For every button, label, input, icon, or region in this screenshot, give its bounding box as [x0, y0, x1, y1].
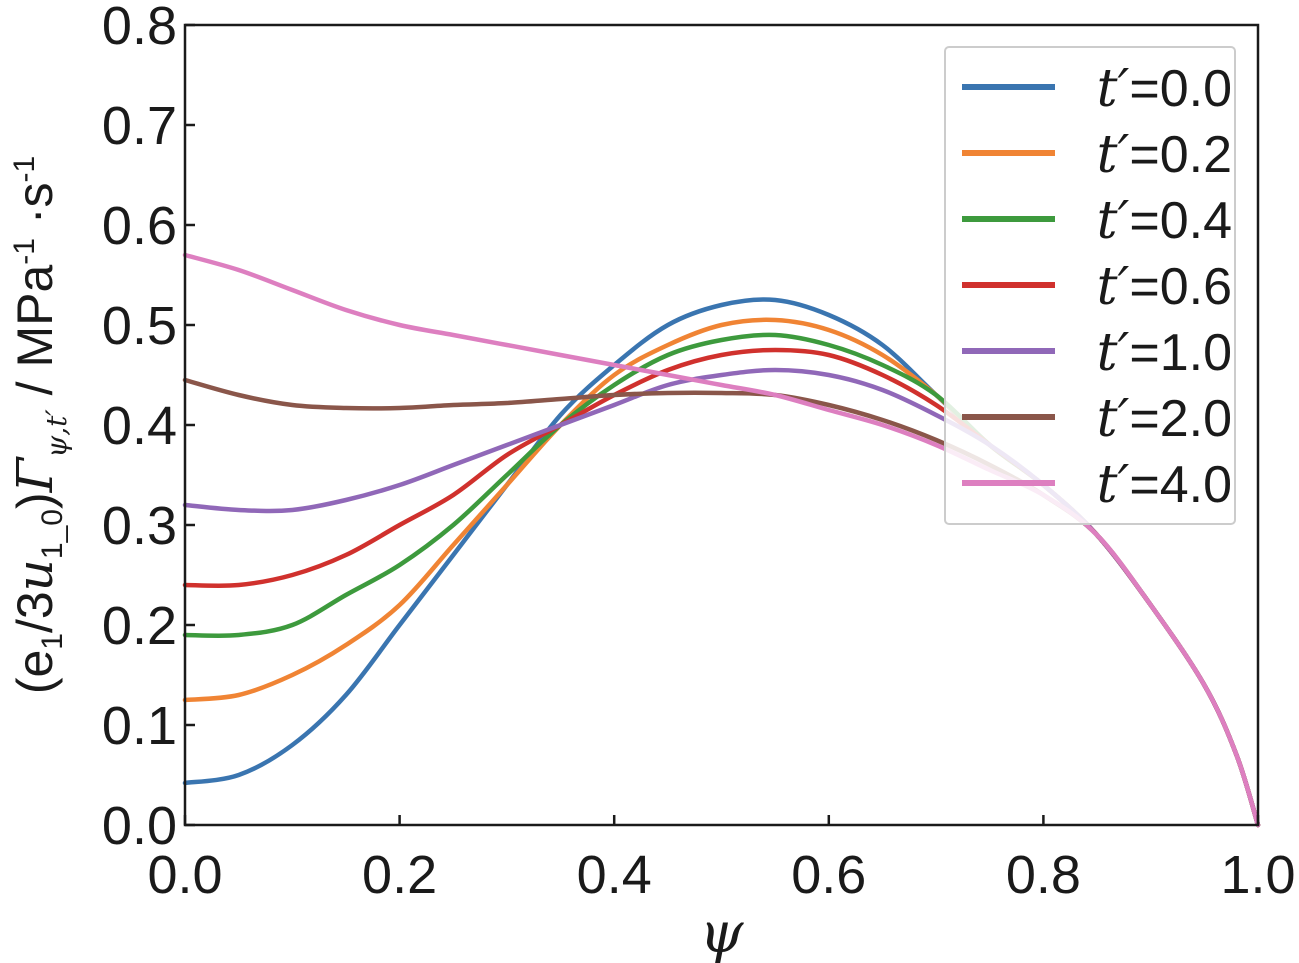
y-tick-label: 0.4 [102, 396, 177, 456]
y-tick-label: 0.1 [102, 696, 177, 756]
ylabel-prefix: (e [7, 650, 63, 694]
series-line-6 [182, 252, 1261, 828]
legend-label-var: t′ [1097, 257, 1130, 317]
y-axis-label: (e1/3u1_0)Γψ,t′ / MPa-1 ·s-1 [6, 156, 73, 694]
legend-label-value: =0.6 [1129, 258, 1232, 316]
x-tick-label: 0.6 [791, 845, 866, 905]
ylabel-sub1: 1 [36, 633, 69, 650]
y-tick-label: 0.7 [102, 96, 177, 156]
legend-label: t′=4.0 [1097, 455, 1232, 515]
legend-label: t′=2.0 [1097, 389, 1232, 449]
legend-label-value: =0.4 [1129, 192, 1232, 250]
ylabel-mid1: /3 [7, 591, 63, 633]
legend-label-var: t′ [1097, 59, 1130, 119]
legend-label-var: t′ [1097, 125, 1130, 185]
ylabel-sup2: -1 [8, 156, 41, 183]
x-axis-label: ψ [700, 901, 745, 963]
legend-label-var: t′ [1097, 455, 1130, 515]
legend-label-value: =2.0 [1129, 390, 1232, 448]
legend-label-value: =1.0 [1129, 324, 1232, 382]
y-tick-label: 0.6 [102, 196, 177, 256]
legend-label-var: t′ [1097, 389, 1130, 449]
legend-label-value: =4.0 [1129, 456, 1232, 514]
legend-items: t′=0.0t′=0.2t′=0.4t′=0.6t′=1.0t′=2.0t′=4… [962, 59, 1232, 515]
ylabel-unit-a: / MPa [7, 265, 63, 410]
legend-label: t′=0.2 [1097, 125, 1232, 185]
legend-label: t′=1.0 [1097, 323, 1232, 383]
y-tick-label: 0.0 [102, 796, 177, 856]
legend-label: t′=0.6 [1097, 257, 1232, 317]
legend: t′=0.0t′=0.2t′=0.4t′=0.6t′=1.0t′=2.0t′=4… [944, 46, 1236, 525]
ylabel-u: u [6, 559, 64, 591]
legend-label: t′=0.4 [1097, 191, 1232, 251]
legend-label-var: t′ [1097, 191, 1130, 251]
legend-label-var: t′ [1097, 323, 1130, 383]
x-tick-label: 0.0 [147, 845, 222, 905]
x-tick-label: 1.0 [1220, 845, 1295, 905]
legend-label-value: =0.2 [1129, 126, 1232, 184]
legend-label: t′=0.0 [1097, 59, 1232, 119]
y-axis-ticks: 0.0 0.1 0.2 0.3 0.4 0.5 0.6 0.7 0.8 [102, 0, 195, 856]
y-tick-label: 0.5 [102, 296, 177, 356]
y-tick-label: 0.2 [102, 596, 177, 656]
y-tick-label: 0.3 [102, 496, 177, 556]
y-tick-label: 0.8 [102, 0, 177, 56]
series-curves [182, 252, 1261, 828]
ylabel-sup1: -1 [8, 238, 41, 265]
ylabel-mid2: ) [7, 492, 63, 509]
ylabel-unit-b: ·s [7, 183, 63, 239]
ylabel-gamma: Γ [6, 455, 64, 493]
x-tick-label: 0.8 [1006, 845, 1081, 905]
x-axis-ticks: 0.0 0.2 0.4 0.6 0.8 1.0 [147, 815, 1296, 905]
x-tick-label: 0.4 [577, 845, 652, 905]
ylabel-sub3: ψ,t′ [40, 409, 73, 458]
x-tick-label: 0.2 [362, 845, 437, 905]
legend-label-value: =0.0 [1129, 60, 1232, 118]
legend-box [944, 46, 1236, 525]
ylabel-sub2: 1_0 [36, 509, 69, 559]
